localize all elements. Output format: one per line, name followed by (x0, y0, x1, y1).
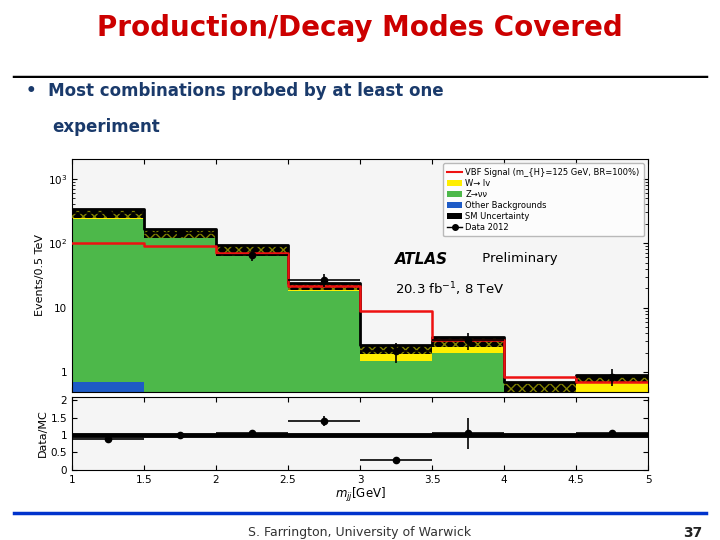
Bar (360, 346, 432, 354)
Text: ATLAS: ATLAS (395, 252, 448, 267)
Bar (288, 283, 360, 290)
Bar (216, 255, 288, 540)
Bar (504, 401, 576, 540)
Bar (360, 361, 432, 540)
Bar (216, 245, 288, 256)
Bar (144, 229, 216, 238)
Bar (360, 349, 432, 361)
Text: •  Most combinations probed by at least one: • Most combinations probed by at least o… (26, 82, 444, 100)
Bar (576, 375, 648, 382)
Bar (288, 285, 360, 291)
Bar (144, 238, 216, 540)
Bar (504, 382, 576, 392)
Bar (576, 376, 648, 392)
Text: 20.3 fb$^{-1}$, 8 TeV: 20.3 fb$^{-1}$, 8 TeV (395, 280, 504, 298)
Y-axis label: Events/0.5 TeV: Events/0.5 TeV (35, 234, 45, 316)
Text: S. Farrington, University of Warwick: S. Farrington, University of Warwick (248, 526, 472, 539)
Bar (576, 375, 648, 382)
Bar (72, 382, 144, 540)
Bar (72, 219, 144, 382)
Bar (432, 341, 504, 353)
Bar (432, 337, 504, 347)
Bar (216, 251, 288, 255)
Bar (504, 387, 576, 401)
Bar (72, 209, 144, 218)
Bar (432, 353, 504, 540)
Bar (288, 291, 360, 540)
Legend: VBF Signal (m_{H}=125 GeV, BR=100%), W→ lv, Z→νν, Other Backgrounds, SM Uncertai: VBF Signal (m_{H}=125 GeV, BR=100%), W→ … (443, 164, 644, 236)
Bar (216, 245, 288, 256)
Text: Preliminary: Preliminary (478, 252, 558, 265)
Bar (144, 229, 216, 238)
Bar (576, 392, 648, 540)
Bar (288, 283, 360, 290)
Bar (144, 233, 216, 238)
Text: experiment: experiment (52, 118, 160, 137)
Bar (504, 382, 576, 392)
Bar (72, 213, 144, 219)
Bar (432, 337, 504, 347)
Bar (72, 209, 144, 218)
Y-axis label: Data/MC: Data/MC (37, 409, 48, 457)
Text: 37: 37 (683, 525, 702, 539)
Text: Production/Decay Modes Covered: Production/Decay Modes Covered (97, 14, 623, 42)
Bar (360, 346, 432, 354)
X-axis label: $m_{jj}$[GeV]: $m_{jj}$[GeV] (335, 486, 385, 504)
